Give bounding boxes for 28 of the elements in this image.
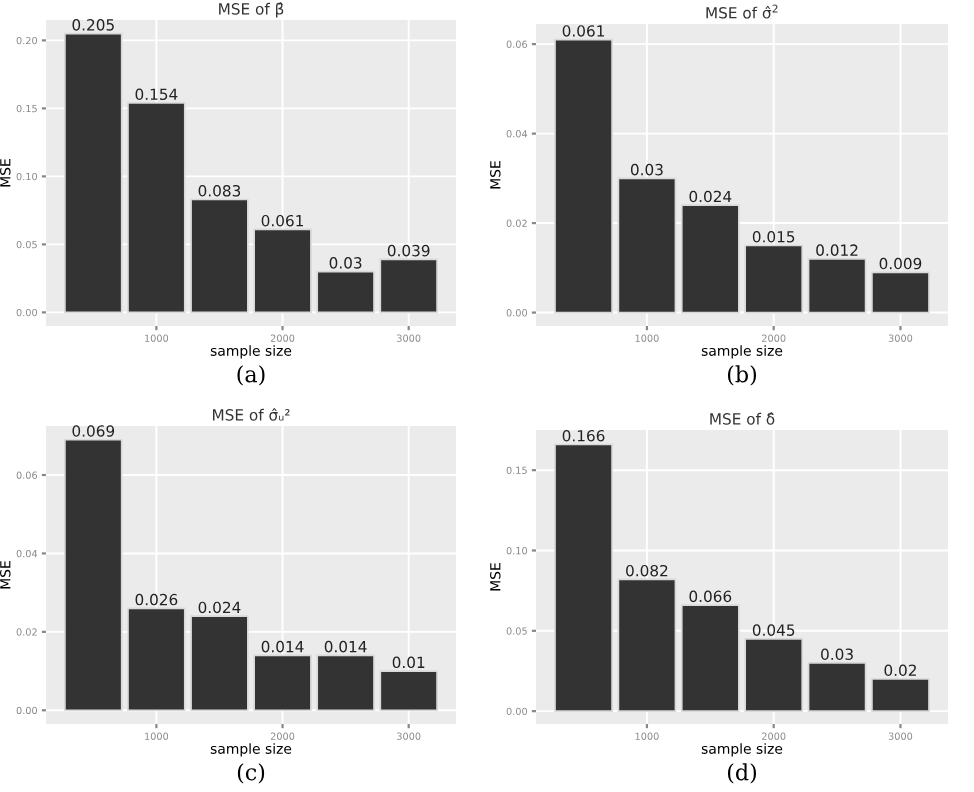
bar bbox=[554, 38, 613, 314]
text: (d) bbox=[727, 763, 757, 784]
bar bbox=[316, 654, 375, 712]
bar bbox=[554, 443, 613, 712]
bar bbox=[253, 654, 312, 712]
bar bbox=[127, 607, 186, 712]
bar bbox=[64, 32, 123, 314]
bar bbox=[807, 258, 867, 314]
bar bbox=[871, 271, 930, 314]
text: (c) bbox=[237, 763, 265, 784]
bar bbox=[316, 270, 375, 314]
bar bbox=[680, 204, 740, 314]
bar bbox=[680, 604, 740, 712]
text: (b) bbox=[727, 365, 757, 386]
bar bbox=[379, 258, 438, 314]
bar bbox=[127, 102, 186, 314]
bar bbox=[379, 670, 438, 712]
bar bbox=[744, 638, 804, 712]
bar bbox=[617, 177, 677, 314]
bar bbox=[744, 244, 804, 314]
bar bbox=[807, 662, 867, 712]
text: (a) bbox=[237, 365, 265, 386]
bar bbox=[871, 678, 930, 712]
bar bbox=[64, 438, 123, 712]
bar bbox=[190, 198, 249, 314]
bar bbox=[617, 578, 677, 712]
bar bbox=[190, 615, 249, 712]
bar bbox=[253, 228, 312, 314]
